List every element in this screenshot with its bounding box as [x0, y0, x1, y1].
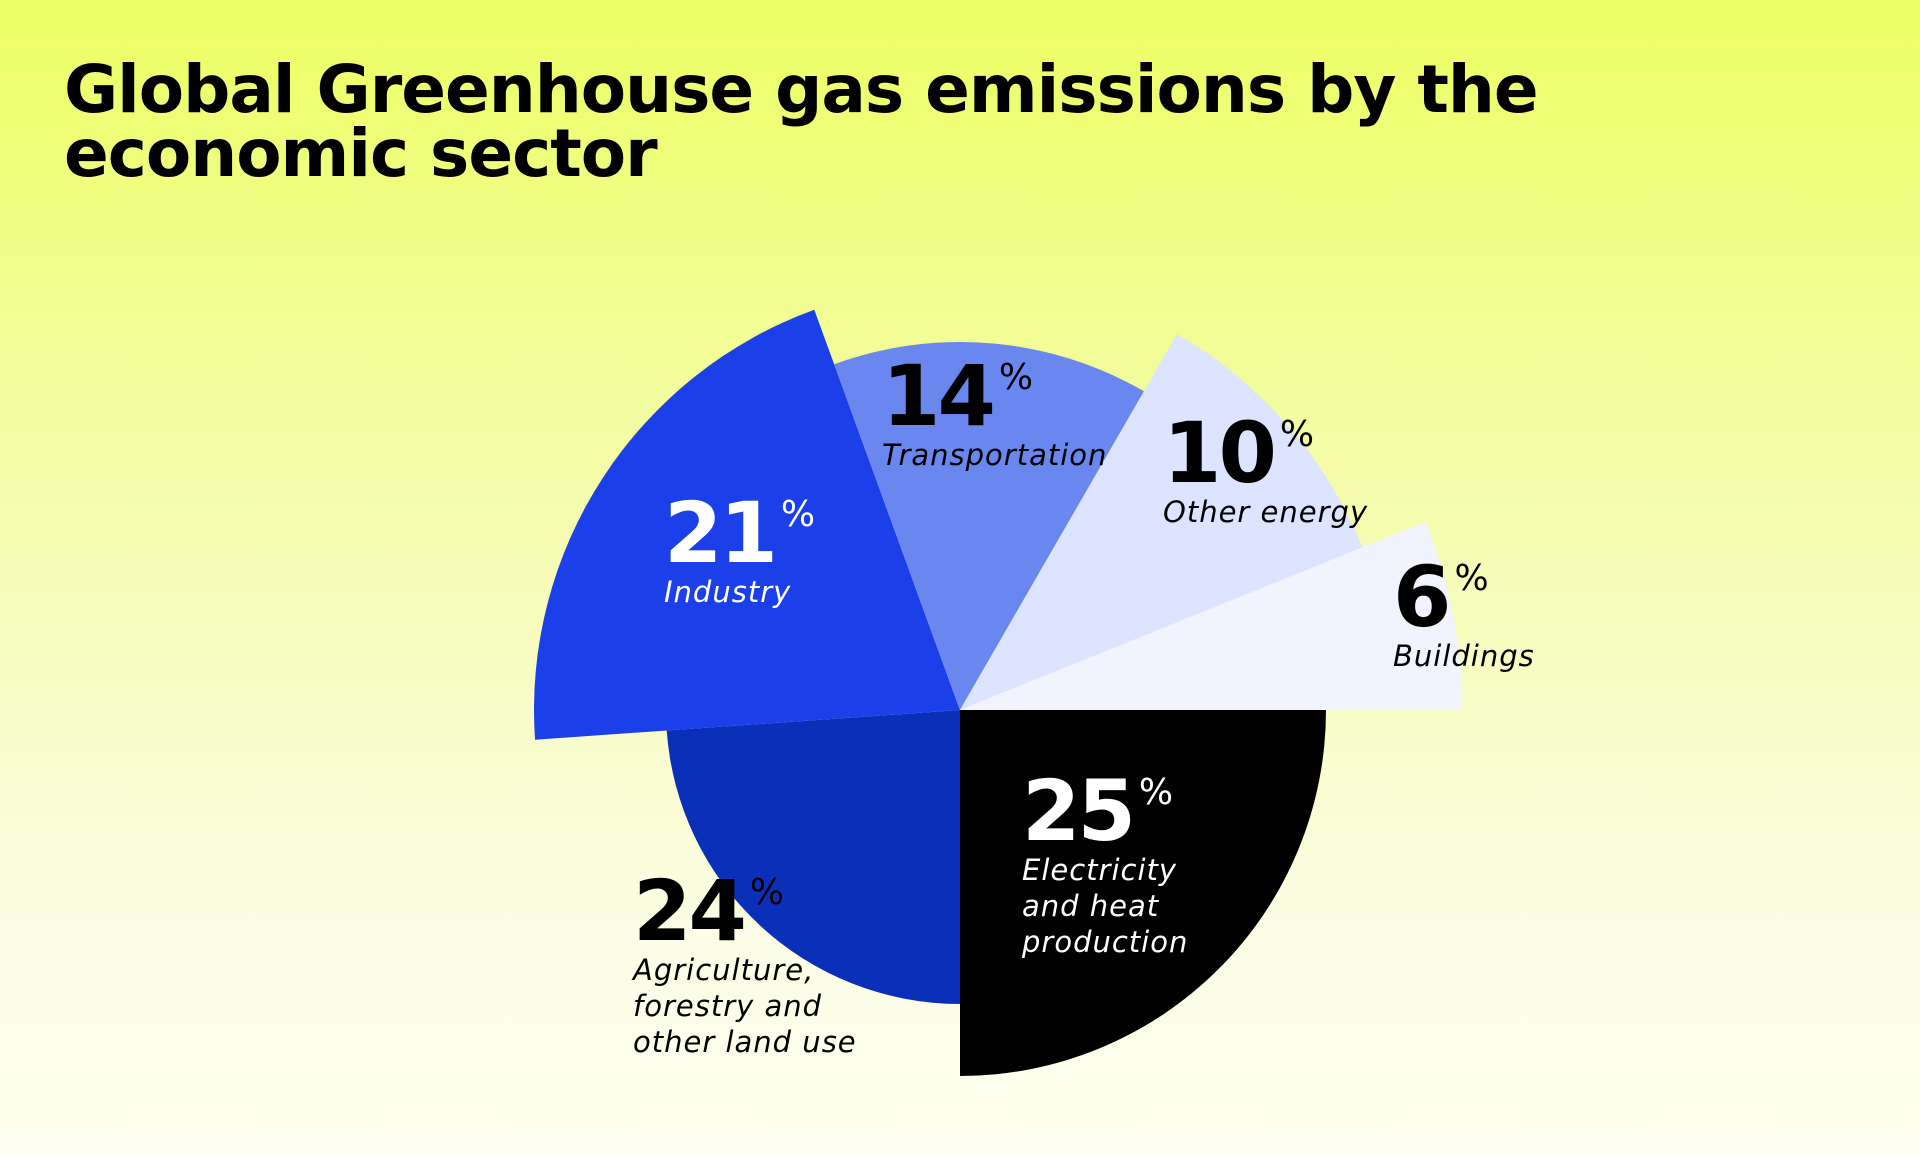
pie-slice-transportation	[834, 341, 1144, 710]
category-label: Other energy	[1163, 495, 1368, 529]
pie-slices	[534, 309, 1462, 1076]
percent-sign: %	[750, 872, 784, 913]
percent-value: 10	[1163, 404, 1274, 502]
percent-sign: %	[1139, 772, 1173, 813]
pie-slice-electricity-and-heat-production	[960, 710, 1326, 1076]
pie-slice-buildings	[960, 521, 1462, 710]
percent-value: 24	[633, 862, 744, 960]
chart-title: Global Greenhouse gas emissions by the e…	[64, 51, 1539, 192]
category-label: Buildings	[1393, 639, 1535, 673]
category-label: other land use	[633, 1025, 857, 1059]
percent-value: 14	[882, 347, 993, 445]
percent-sign: %	[999, 357, 1033, 398]
percent-sign: %	[1280, 414, 1314, 455]
category-label: Transportation	[882, 438, 1107, 472]
slice-label-industry: 21 % Industry	[664, 484, 815, 609]
percent-sign: %	[1455, 558, 1489, 599]
percent-value: 21	[664, 484, 775, 582]
category-label: Industry	[664, 575, 791, 609]
category-label: forestry and	[633, 989, 822, 1023]
pie-slice-industry	[534, 309, 960, 740]
slice-label-buildings: 6 % Buildings	[1393, 548, 1535, 673]
percent-value: 6	[1393, 548, 1448, 646]
category-label: production	[1021, 925, 1188, 959]
percent-sign: %	[781, 494, 815, 535]
category-label: Agriculture,	[631, 953, 814, 987]
pie-slice-agriculture-forestry-and-other-land-use	[666, 710, 960, 1004]
category-label: and heat	[1022, 889, 1160, 923]
slice-label-transportation: 14 % Transportation	[882, 347, 1107, 472]
percent-value: 25	[1022, 762, 1133, 860]
pie-slice-other-energy	[960, 334, 1363, 710]
category-label: Electricity	[1022, 853, 1177, 887]
slice-label-other-energy: 10 % Other energy	[1163, 404, 1368, 529]
